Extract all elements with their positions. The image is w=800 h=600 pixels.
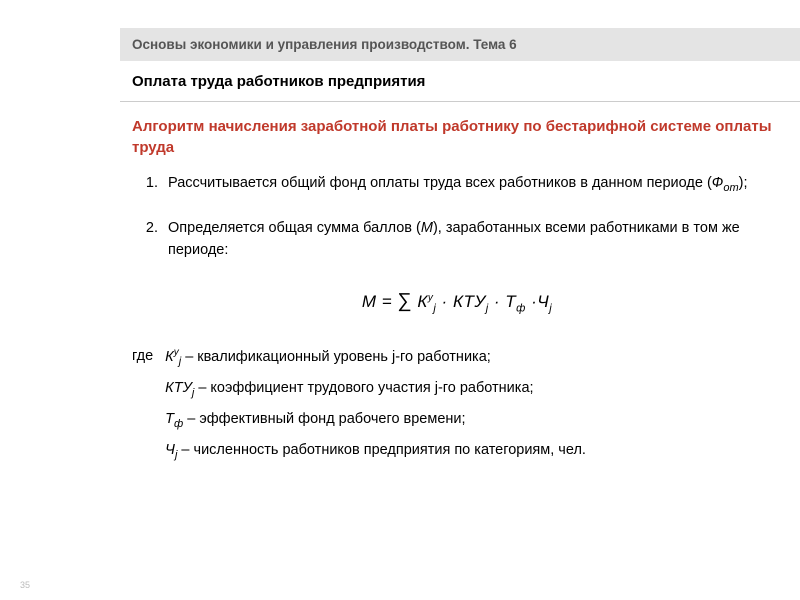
def4-text: – численность работников предприятия по … xyxy=(177,442,586,458)
def1-symbol: К xyxy=(165,349,174,365)
algorithm-steps: Рассчитывается общий фонд оплаты труда в… xyxy=(132,172,782,262)
def3-sub: ф xyxy=(174,418,183,430)
def4-symbol: Ч xyxy=(165,442,175,458)
formula-Ch-sub: j xyxy=(549,302,552,314)
formula-eq: = xyxy=(376,292,397,311)
step-2-text-pre: Определяется общая сумма баллов ( xyxy=(168,220,421,236)
formula-dot1: · xyxy=(436,292,453,311)
definition-4: Чj – численность работников предприятия … xyxy=(165,439,586,464)
def3-symbol: Т xyxy=(165,411,174,427)
formula-KTU: КТУ xyxy=(453,292,486,311)
course-header: Основы экономики и управления производст… xyxy=(120,28,800,62)
step-1-text-pre: Рассчитывается общий фонд оплаты труда в… xyxy=(168,175,712,191)
definitions-list: Куj – квалификационный уровень j-го рабо… xyxy=(165,345,586,470)
formula: М = ∑ Куj · КТУj · Тф ·Чj xyxy=(132,286,782,317)
step-1: Рассчитывается общий фонд оплаты труда в… xyxy=(162,172,782,197)
formula-T: Т xyxy=(505,292,516,311)
definition-2: КТУj – коэффициент трудового участия j-г… xyxy=(165,377,586,402)
formula-K: К xyxy=(412,292,428,311)
step-1-symbol: Ф xyxy=(712,175,724,191)
where-label: где xyxy=(132,345,153,470)
definitions-block: где Куj – квалификационный уровень j-го … xyxy=(132,345,782,470)
course-title: Основы экономики и управления производст… xyxy=(132,37,517,52)
step-2-symbol: М xyxy=(421,220,433,236)
page-number: 35 xyxy=(20,580,30,590)
step-1-subscript: от xyxy=(723,182,738,194)
section-title: Алгоритм начисления заработной платы раб… xyxy=(132,116,782,158)
def3-text: – эффективный фонд рабочего времени; xyxy=(183,411,465,427)
formula-T-sub: ф xyxy=(516,302,526,314)
def2-symbol: КТУ xyxy=(165,380,192,396)
step-2: Определяется общая сумма баллов (М), зар… xyxy=(162,217,782,262)
topic-header: Оплата труда работников предприятия xyxy=(120,62,800,102)
def1-text: – квалификационный уровень j-го работник… xyxy=(181,349,491,365)
formula-Ch: Ч xyxy=(537,292,549,311)
formula-dot2: · xyxy=(489,292,506,311)
definition-1: Куj – квалификационный уровень j-го рабо… xyxy=(165,345,586,371)
formula-dot3: · xyxy=(526,292,537,311)
step-1-text-post: ); xyxy=(739,175,748,191)
formula-M: М xyxy=(362,292,377,311)
slide-content: Алгоритм начисления заработной платы раб… xyxy=(120,102,800,470)
topic-title: Оплата труда работников предприятия xyxy=(132,73,425,90)
definition-3: Тф – эффективный фонд рабочего времени; xyxy=(165,408,586,433)
def2-text: – коэффициент трудового участия j-го раб… xyxy=(194,380,533,396)
summation-icon: ∑ xyxy=(397,290,412,312)
